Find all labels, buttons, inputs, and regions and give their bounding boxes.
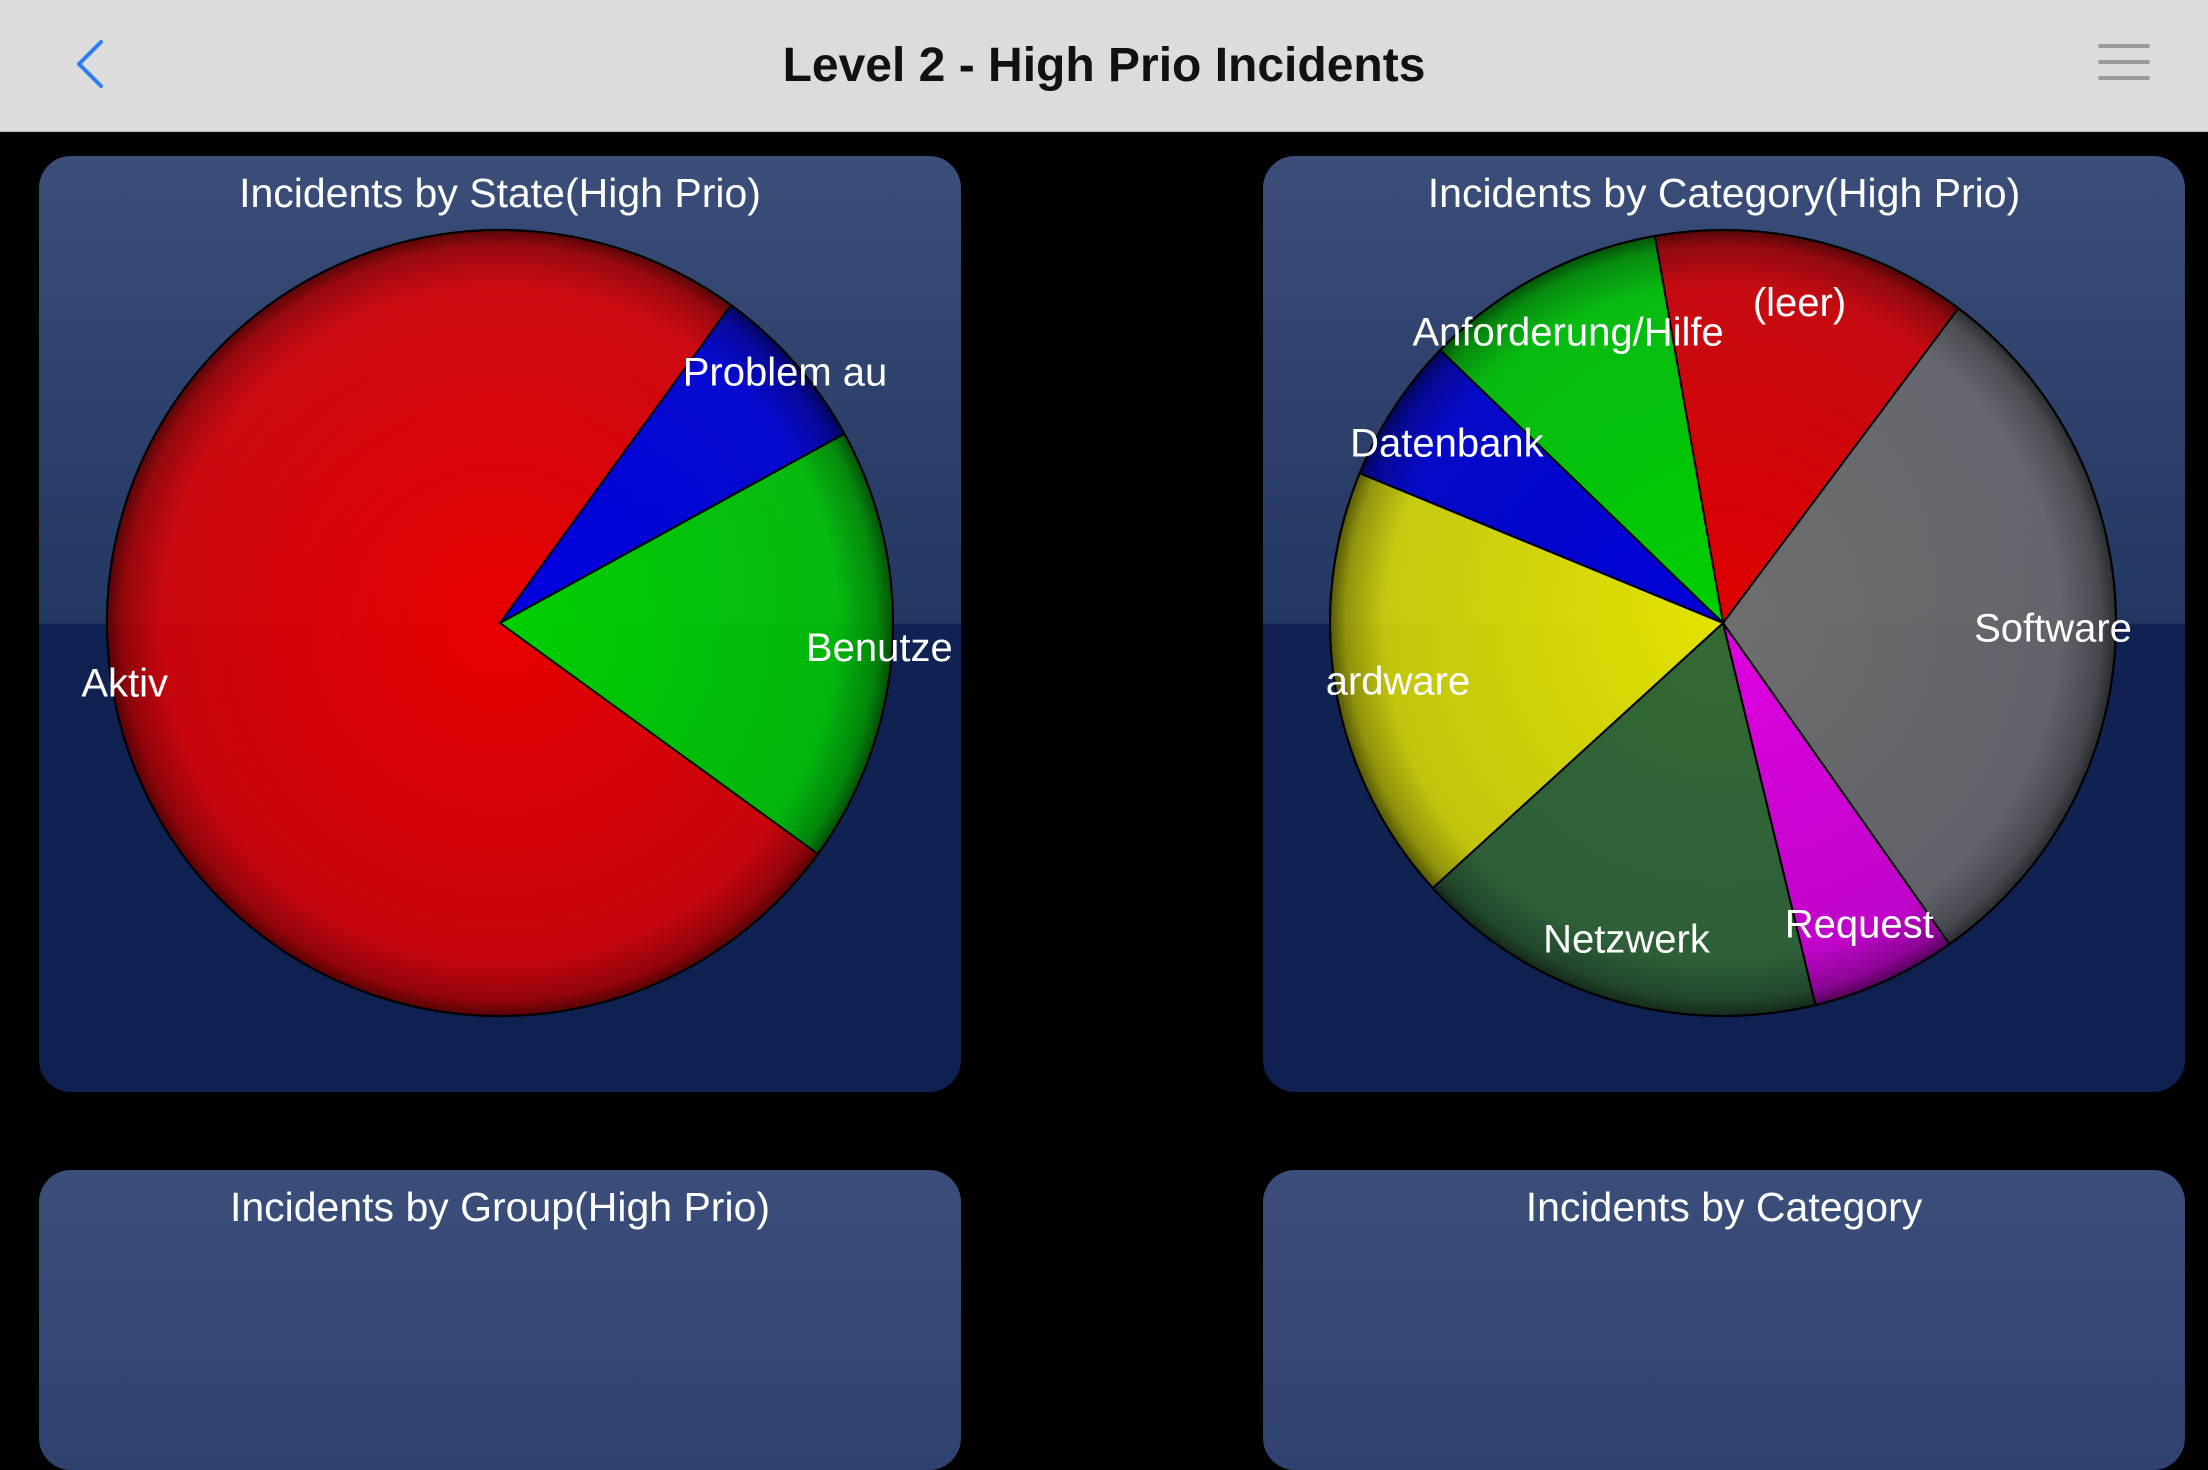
- chart-panel-group: Incidents by Group(High Prio): [39, 1170, 961, 1470]
- pie-label-request: Request: [1785, 903, 1934, 947]
- navigation-bar: Level 2 - High Prio Incidents: [0, 0, 2208, 132]
- hamburger-menu-icon[interactable]: [2090, 38, 2160, 90]
- chart-title: Incidents by Category(High Prio): [1427, 170, 2021, 216]
- chart-panel-category: Incidents by Category(High Prio) (leer) S…: [1263, 156, 2185, 1092]
- pie-label-netzwerk: Netzwerk: [1543, 918, 1711, 962]
- state-pie-chart: Aktiv Problem au Benutze: [81, 229, 953, 1017]
- chart-title: Incidents by State(High Prio): [239, 170, 761, 216]
- chart-title: Incidents by Category: [1525, 1184, 1923, 1230]
- pie-label-aktiv: Aktiv: [81, 661, 168, 705]
- back-button[interactable]: [60, 30, 120, 98]
- chevron-left-icon: [77, 40, 103, 88]
- category-pie-chart: (leer) Software Request Netzwerk ardware Date…: [1326, 229, 2132, 1017]
- pie-label-anforderung-hilfe: Anforderung/Hilfe: [1412, 311, 1723, 355]
- chart-title: Incidents by Group(High Prio): [229, 1184, 771, 1230]
- pie-label-problem-au: Problem au: [683, 351, 888, 395]
- page-title: Level 2 - High Prio Incidents: [782, 39, 1426, 92]
- pie-label-ardware: ardware: [1326, 659, 1471, 703]
- pie-label-software: Software: [1974, 607, 2132, 651]
- pie-label-leer: (leer): [1753, 281, 1846, 325]
- pie-label-datenbank: Datenbank: [1350, 421, 1544, 465]
- pie-label-benutze: Benutze: [806, 626, 953, 670]
- chart-panel-category-all: Incidents by Category: [1263, 1170, 2185, 1470]
- chart-panel-state: Incidents by State(High Prio) Aktiv Probl…: [39, 156, 961, 1092]
